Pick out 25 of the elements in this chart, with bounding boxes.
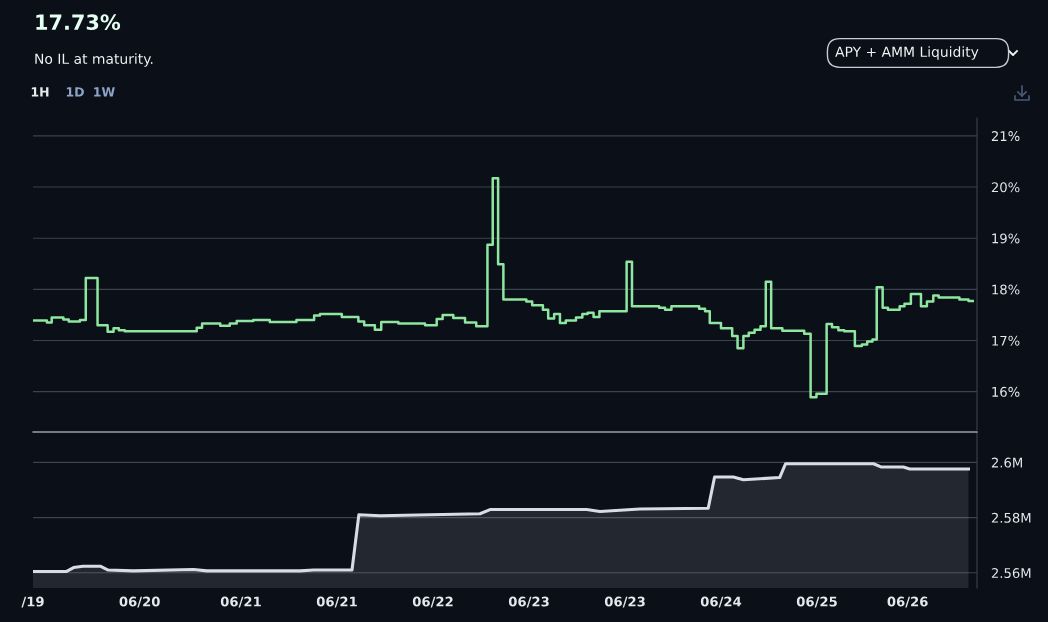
x-tick-label: 06/23	[604, 596, 645, 608]
y-tick-label: 20%	[991, 182, 1020, 193]
x-tick-label: 06/21	[220, 596, 261, 608]
chart-title: 17.73%	[36, 14, 121, 31]
y-tick-label: 17%	[992, 335, 1020, 346]
chart-subtitle: No IL at maturity.	[35, 53, 153, 67]
y-tick-label: 18%	[992, 284, 1020, 295]
x-tick-label: 06/21	[316, 596, 357, 608]
x-tick-label: 06/24	[700, 596, 742, 608]
x-tick-label: 06/23	[508, 596, 549, 608]
y-tick-label: 16%	[992, 386, 1020, 397]
x-tick-label: 06/25	[796, 596, 837, 608]
y-tick-label: 21%	[991, 131, 1020, 142]
y-tick-label: 2.56M	[991, 568, 1031, 579]
text: APY + AMM Liquidity	[835, 46, 979, 60]
y-tick-label: 2.58M	[991, 512, 1031, 523]
x-tick-label: 06/20	[119, 596, 160, 608]
text: 1H	[31, 87, 49, 97]
text: 1D	[66, 87, 84, 97]
x-tick-label: 06/26	[887, 596, 928, 608]
x-tick-label: 06/22	[412, 596, 453, 608]
x-tick-label: /19	[21, 596, 44, 608]
y-tick-label: 2.6M	[991, 457, 1022, 468]
y-tick-label: 19%	[992, 233, 1020, 244]
text: 1W	[94, 87, 115, 97]
